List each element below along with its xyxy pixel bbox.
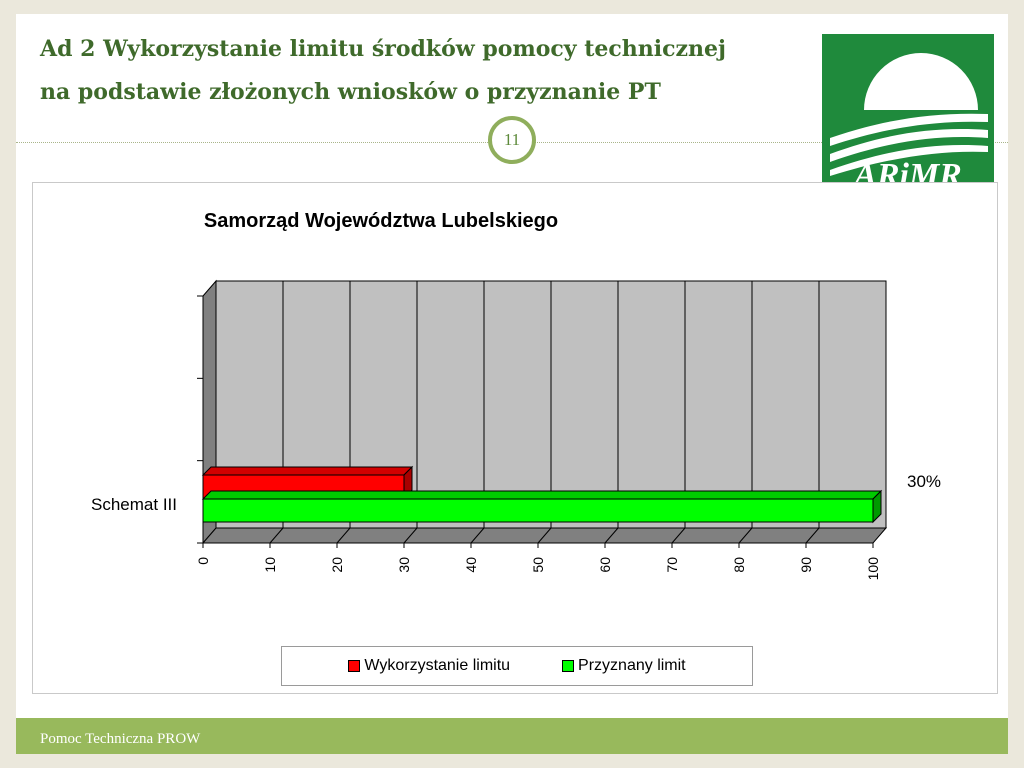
floor-gridline xyxy=(604,527,619,544)
x-axis-ticks: 0 10 20 30 40 50 60 70 80 90 100 xyxy=(195,542,881,581)
slide-title-line-1: Ad 2 Wykorzystanie limitu środków pomocy… xyxy=(40,36,726,62)
chart-title: Samorząd Województwa Lubelskiego xyxy=(204,210,558,232)
x-axis-tick-label: 20 xyxy=(329,557,345,573)
floor-gridline xyxy=(403,527,418,544)
page-number: 11 xyxy=(503,130,521,149)
legend-item-przyznany: Przyznany limit xyxy=(562,657,686,675)
floor-gridline xyxy=(336,527,351,544)
bar-top-face xyxy=(201,466,414,476)
x-axis-tick-label: 30 xyxy=(396,557,412,573)
floor-gridline xyxy=(805,527,820,544)
chart-legend: Wykorzystanie limitu Przyznany limit xyxy=(281,646,753,686)
legend-swatch-red xyxy=(348,660,361,672)
legend-label: Wykorzystanie limitu xyxy=(364,657,511,674)
x-axis-tick-label: 0 xyxy=(195,557,211,565)
floor-gridline xyxy=(671,527,686,544)
x-axis-tick-label: 80 xyxy=(731,557,747,573)
slide-title-line-2: na podstawie złożonych wniosków o przyzn… xyxy=(40,79,661,105)
footer-bar xyxy=(16,718,1008,754)
floor-gridline xyxy=(537,527,552,544)
footer-text: Pomoc Techniczna PROW xyxy=(40,731,201,747)
bar xyxy=(202,498,874,523)
x-axis-tick-label: 90 xyxy=(798,557,814,573)
floor-gridline xyxy=(269,527,284,544)
x-axis-tick-label: 10 xyxy=(262,557,278,573)
legend-item-wykorzystanie: Wykorzystanie limitu xyxy=(348,657,510,675)
x-axis-tick-label: 70 xyxy=(664,557,680,573)
page-number-badge: 11 xyxy=(488,116,536,164)
x-axis-tick-label: 40 xyxy=(463,557,479,573)
legend-swatch-green xyxy=(562,660,575,672)
x-axis-tick-label: 100 xyxy=(865,557,881,581)
y-axis-category-label: Schemat III xyxy=(91,495,177,514)
floor-gridline xyxy=(738,527,753,544)
legend-label: Przyznany limit xyxy=(578,657,686,674)
chart-bars xyxy=(201,465,883,524)
floor-gridline xyxy=(470,527,485,544)
x-axis-tick-label: 60 xyxy=(597,557,613,573)
x-axis-tick-label: 50 xyxy=(530,557,546,573)
data-label: 30% xyxy=(907,472,941,491)
bar-top-face xyxy=(201,490,883,500)
